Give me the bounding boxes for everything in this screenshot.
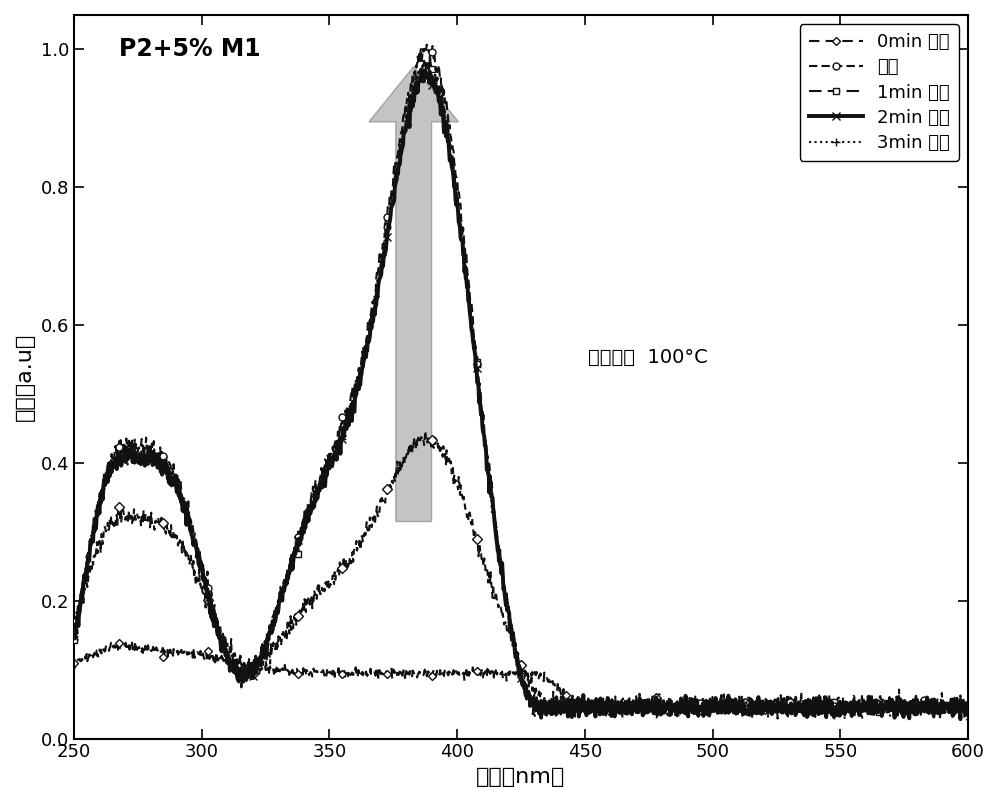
加热: [376, 251, 388, 261]
2min 洗脱: [419, 67, 431, 76]
2min 洗脱: [376, 257, 388, 266]
3min 洗脱: [376, 268, 388, 277]
2min 洗脱: [794, 705, 806, 715]
加热: [772, 714, 784, 723]
Line: 3min 洗脱: 3min 洗脱: [70, 61, 972, 724]
2min 洗脱: [962, 701, 974, 711]
Text: P2+5% M1: P2+5% M1: [119, 37, 260, 61]
1min 洗脱: [794, 699, 806, 708]
加热: [481, 451, 493, 460]
1min 洗脱: [950, 699, 962, 708]
加热: [950, 699, 962, 709]
3min 洗脱: [962, 700, 974, 710]
3min 洗脱: [418, 60, 430, 70]
0min 洗脱: [835, 711, 847, 720]
Legend: 0min 洗脱, 加热, 1min 洗脱, 2min 洗脱, 3min 洗脱: 0min 洗脱, 加热, 1min 洗脱, 2min 洗脱, 3min 洗脱: [800, 24, 959, 161]
2min 洗脱: [481, 464, 493, 473]
1min 洗脱: [807, 714, 819, 723]
2min 洗脱: [68, 631, 80, 641]
加热: [285, 558, 297, 568]
1min 洗脱: [481, 457, 493, 467]
1min 洗脱: [962, 701, 974, 711]
3min 洗脱: [481, 463, 493, 472]
0min 洗脱: [377, 669, 389, 678]
2min 洗脱: [538, 702, 550, 711]
Y-axis label: 吸收（a.u）: 吸收（a.u）: [15, 333, 35, 421]
加热: [795, 707, 807, 716]
3min 洗脱: [538, 697, 550, 707]
3min 洗脱: [68, 631, 80, 641]
2min 洗脱: [285, 560, 297, 569]
1min 洗脱: [538, 706, 550, 715]
Text: 加热温度  100°C: 加热温度 100°C: [588, 348, 708, 367]
3min 洗脱: [961, 715, 973, 725]
FancyArrow shape: [369, 67, 458, 521]
0min 洗脱: [794, 705, 806, 715]
1min 洗脱: [68, 635, 80, 645]
1min 洗脱: [285, 553, 297, 563]
0min 洗脱: [538, 677, 550, 687]
0min 洗脱: [285, 668, 297, 678]
0min 洗脱: [129, 636, 141, 646]
0min 洗脱: [950, 703, 962, 712]
Line: 2min 洗脱: 2min 洗脱: [70, 67, 972, 723]
X-axis label: 波长（nm）: 波长（nm）: [476, 767, 566, 787]
加热: [68, 626, 80, 636]
2min 洗脱: [954, 715, 966, 724]
Line: 1min 洗脱: 1min 洗脱: [70, 50, 972, 722]
1min 洗脱: [424, 48, 436, 58]
加热: [421, 40, 433, 50]
0min 洗脱: [68, 658, 80, 668]
Line: 加热: 加热: [70, 41, 972, 722]
加热: [962, 704, 974, 714]
2min 洗脱: [949, 703, 961, 713]
1min 洗脱: [376, 260, 388, 269]
3min 洗脱: [794, 698, 806, 707]
0min 洗脱: [481, 664, 493, 674]
Line: 0min 洗脱: 0min 洗脱: [71, 638, 971, 719]
加热: [538, 701, 550, 711]
3min 洗脱: [949, 704, 961, 714]
3min 洗脱: [285, 563, 297, 573]
0min 洗脱: [962, 703, 974, 712]
